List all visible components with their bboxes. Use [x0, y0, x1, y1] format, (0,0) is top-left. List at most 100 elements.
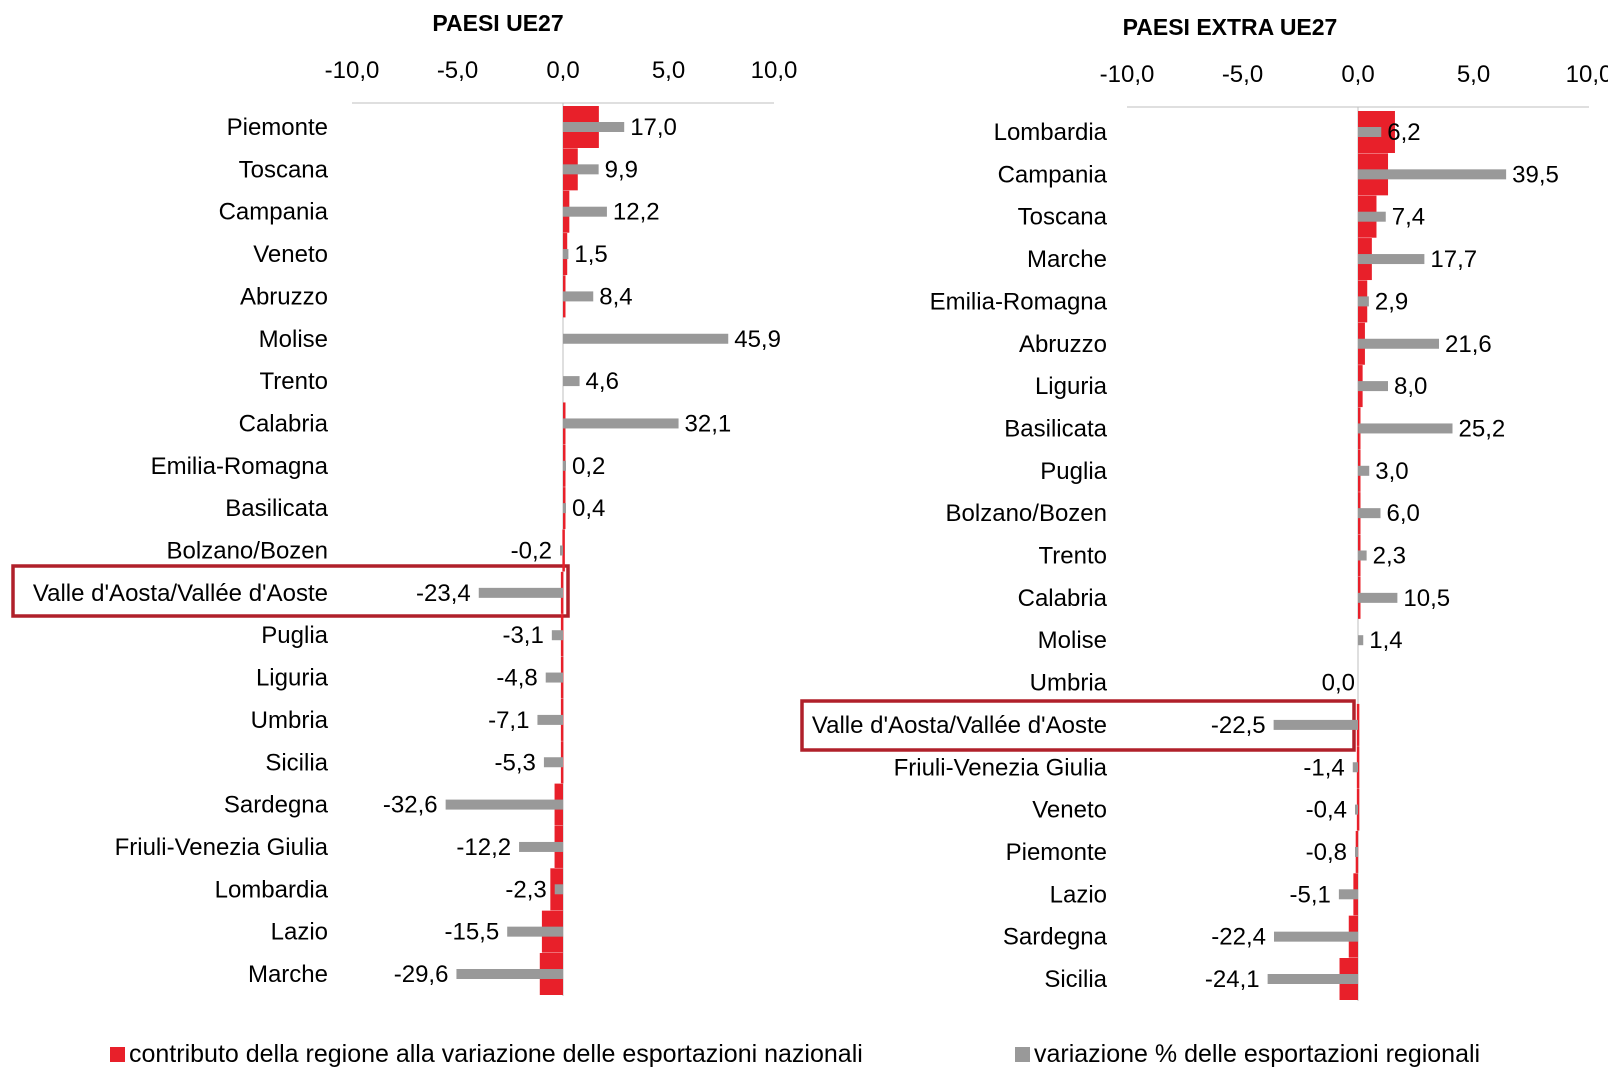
ue-category-label: Calabria: [239, 410, 329, 437]
ue-data-label: -12,2: [456, 834, 511, 861]
extra-category-label: Molise: [1038, 627, 1107, 654]
ue-data-label: 0,4: [572, 495, 605, 522]
ue-data-label: -4,8: [496, 665, 537, 692]
extra-category-label: Liguria: [1035, 373, 1108, 400]
ue-category-label: Campania: [219, 199, 329, 226]
ue-contribution-bar: [562, 529, 565, 572]
extra-category-label: Sicilia: [1044, 966, 1107, 993]
ue-category-label: Friuli-Venezia Giulia: [115, 834, 329, 861]
ue-data-label: -7,1: [488, 707, 529, 734]
ue-x-tick-label: 5,0: [652, 57, 685, 84]
ue-x-tick-label: -5,0: [437, 57, 478, 84]
ue-data-label: 17,0: [630, 114, 677, 141]
ue-chart-title: PAESI UE27: [432, 10, 563, 36]
extra-category-label: Toscana: [1018, 204, 1108, 231]
extra-variation-bar: [1358, 338, 1439, 349]
extra-data-label: 39,5: [1512, 161, 1559, 188]
extra-variation-bar: [1273, 719, 1358, 730]
extra-data-label: -22,5: [1211, 712, 1266, 739]
extra-data-label: 2,9: [1375, 288, 1408, 315]
ue-category-label: Molise: [259, 326, 328, 353]
extra-data-label: -0,4: [1306, 797, 1347, 824]
ue-data-label: -29,6: [394, 961, 449, 988]
ue-x-tick-label: 0,0: [546, 57, 579, 84]
ue-category-label: Trento: [260, 368, 328, 395]
ue-x-tick-label: -10,0: [325, 57, 380, 84]
extra-category-label: Trento: [1039, 543, 1107, 570]
ue-variation-bar: [543, 757, 563, 768]
ue-highlight-box: [11, 564, 570, 618]
ue-data-label: -15,5: [444, 919, 499, 946]
extra-x-tick-label: 10,0: [1566, 61, 1608, 88]
ue-variation-bar: [563, 418, 679, 429]
extra-x-tick-label: -5,0: [1222, 61, 1263, 88]
ue-data-label: -32,6: [383, 792, 438, 819]
extra-variation-bar: [1352, 762, 1358, 773]
ue-category-label: Sicilia: [265, 749, 328, 776]
extra-variation-bar: [1358, 381, 1388, 392]
extra-category-label: Lazio: [1050, 881, 1107, 908]
extra-data-label: 7,4: [1392, 204, 1425, 231]
extra-data-label: -22,4: [1211, 924, 1266, 951]
extra-category-label: Marche: [1027, 246, 1107, 273]
legend-swatch-red: [110, 1047, 125, 1062]
extra-contribution-bar: [1356, 746, 1360, 789]
ue-category-label: Lazio: [271, 919, 328, 946]
extra-category-label: Veneto: [1032, 797, 1107, 824]
extra-contribution-bar: [1356, 703, 1360, 746]
extra-variation-bar: [1358, 550, 1367, 561]
extra-category-label: Umbria: [1030, 670, 1108, 697]
extra-category-label: Basilicata: [1004, 415, 1107, 442]
ue-category-label: Toscana: [239, 156, 329, 183]
ue-variation-bar: [563, 333, 729, 344]
ue-variation-bar: [563, 376, 580, 387]
extra-data-label: 10,5: [1403, 585, 1450, 612]
legend-swatch-gray: [1015, 1047, 1030, 1062]
extra-data-label: 1,4: [1369, 627, 1402, 654]
extra-category-label: Puglia: [1040, 458, 1107, 485]
ue-data-label: 12,2: [613, 199, 660, 226]
extra-chart-title: PAESI EXTRA UE27: [1123, 14, 1338, 40]
ue-variation-bar: [445, 799, 563, 810]
ue-category-label: Umbria: [251, 707, 329, 734]
legend-item-variation: variazione % delle esportazioni regional…: [1015, 1040, 1480, 1069]
ue-category-label: Emilia-Romagna: [151, 453, 329, 480]
extra-category-label: Abruzzo: [1019, 331, 1107, 358]
ue-data-label: -5,3: [495, 749, 536, 776]
legend: contributo della regione alla variazione…: [0, 1040, 1608, 1070]
ue-data-label: -3,1: [502, 622, 543, 649]
extra-data-label: 2,3: [1373, 543, 1406, 570]
ue-data-label: -2,3: [505, 876, 546, 903]
ue-variation-bar: [456, 969, 563, 979]
ue-variation-bar: [563, 503, 566, 514]
extra-variation-bar: [1355, 846, 1358, 857]
extra-variation-bar: [1358, 296, 1369, 307]
legend-label-variation: variazione % delle esportazioni regional…: [1034, 1040, 1481, 1068]
extra-variation-bar: [1358, 465, 1370, 476]
ue-variation-bar: [563, 291, 594, 302]
ue-variation-bar: [519, 841, 563, 852]
extra-variation-bar: [1358, 635, 1364, 646]
ue-variation-bar: [537, 714, 563, 725]
ue-category-label: Valle d'Aosta/Vallée d'Aoste: [33, 580, 328, 607]
extra-variation-bar: [1358, 508, 1381, 519]
ue-category-label: Piemonte: [227, 114, 328, 141]
ue-data-label: 32,1: [685, 410, 732, 437]
ue-variation-bar: [563, 206, 607, 217]
extra-data-label: -0,8: [1306, 839, 1347, 866]
legend-label-contribution: contributo della regione alla variazione…: [129, 1040, 863, 1068]
extra-variation-bar: [1358, 254, 1425, 265]
ue-data-label: -0,2: [511, 538, 552, 565]
ue-data-label: 8,4: [599, 283, 632, 310]
ue-category-label: Bolzano/Bozen: [167, 538, 328, 565]
ue-variation-bar: [554, 884, 563, 895]
ue-data-label: -23,4: [416, 580, 471, 607]
ue-x-tick-label: 10,0: [751, 57, 798, 84]
ue-variation-bar: [551, 630, 563, 641]
extra-variation-bar: [1358, 169, 1507, 180]
extra-category-label: Calabria: [1018, 585, 1108, 612]
ue-category-label: Abruzzo: [240, 283, 328, 310]
extra-variation-bar: [1274, 931, 1358, 942]
ue-variation-bar: [478, 587, 563, 598]
ue-variation-bar: [507, 926, 563, 937]
